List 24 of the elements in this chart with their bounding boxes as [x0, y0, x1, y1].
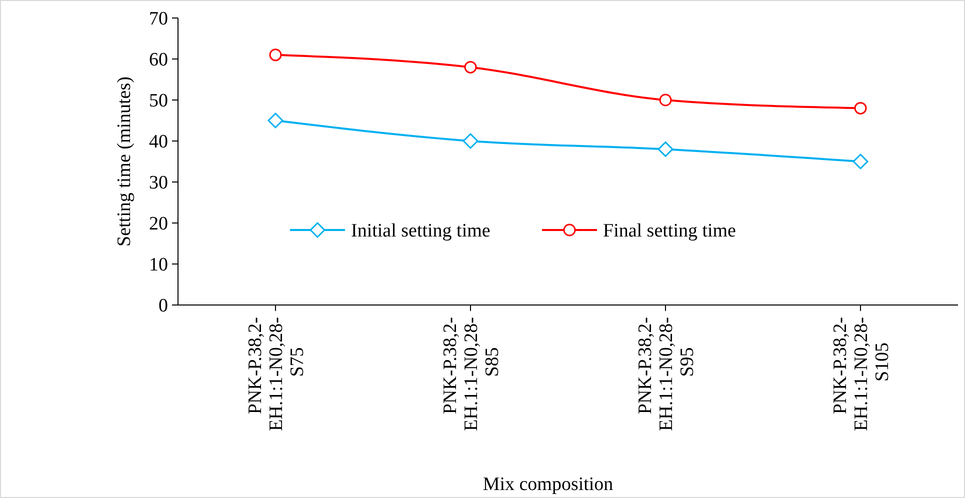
- y-tick-label: 10: [149, 254, 168, 276]
- legend-label: Initial setting time: [351, 220, 490, 242]
- y-axis-title: Setting time (minutes): [114, 76, 135, 246]
- point: [269, 48, 282, 62]
- y-tick-label: 70: [149, 8, 168, 30]
- y-tick-label: 20: [149, 214, 168, 235]
- point: [854, 102, 867, 114]
- point: [268, 112, 284, 128]
- y-tick-label: 50: [149, 90, 168, 112]
- y-tick-label: 30: [149, 172, 168, 194]
- point: [658, 141, 674, 157]
- y-tick-label: 40: [149, 132, 168, 153]
- point: [464, 60, 477, 74]
- point: [659, 94, 672, 106]
- point: [852, 154, 868, 170]
- x-tick-label: PNK-P.38,2- EH.1:1-N0,28- S85: [440, 317, 504, 431]
- x-tick-label: PNK-P.38,2- EH.1:1-N0,28- S105: [830, 317, 894, 431]
- y-tick-label: 60: [149, 50, 168, 71]
- legend-label: Final setting time: [603, 220, 736, 242]
- x-axis-title: Mix composition: [482, 474, 614, 495]
- point: [462, 133, 478, 149]
- y-tick-label: 0: [158, 296, 168, 317]
- x-tick-label: PNK-P.38,2- EH.1:1-N0,28- S75: [245, 317, 308, 431]
- x-tick-label: PNK-P.38,2- EH.1:1-N0,28- S95: [635, 317, 698, 431]
